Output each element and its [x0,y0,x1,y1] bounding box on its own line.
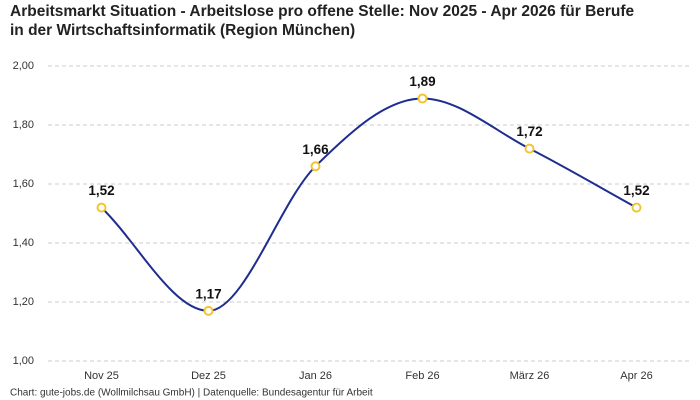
data-label: 1,52 [623,183,649,198]
source-note: Chart: gute-jobs.de (Wollmilchsau GmbH) … [10,388,373,399]
y-tick-label: 2,00 [13,60,34,72]
data-label: 1,17 [195,286,221,301]
x-tick-label: Dez 25 [191,370,226,382]
data-point [417,93,428,104]
x-tick-label: Apr 26 [620,370,652,382]
y-tick-label: 1,00 [13,355,34,367]
chart-title: Arbeitsmarkt Situation - Arbeitslose pro… [10,3,635,39]
data-label: 1,66 [302,142,329,157]
data-line [100,97,637,312]
data-label: 1,52 [88,183,114,198]
data-point [631,202,642,213]
x-tick-label: Nov 25 [84,370,119,382]
y-tick-label: 1,60 [13,178,34,190]
y-tick-label: 1,80 [13,119,34,131]
data-point [203,305,214,316]
x-tick-label: Jan 26 [299,370,332,382]
data-point [96,202,107,213]
x-tick-label: Feb 26 [405,370,439,382]
data-label: 1,72 [516,124,542,139]
x-tick-label: März 26 [510,370,550,382]
data-label: 1,89 [409,74,435,89]
y-tick-label: 1,40 [13,237,34,249]
data-point [524,143,535,154]
data-point [310,161,321,172]
y-tick-label: 1,20 [13,296,34,308]
